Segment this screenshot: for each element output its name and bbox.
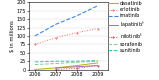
- Y-axis label: $ in millions: $ in millions: [10, 20, 15, 52]
- Legend: dasatinib, erlotinib, imatinib, lapatinib$^\mathsf{\dag}$, nilotinib$^\mathsf{\d: dasatinib, erlotinib, imatinib, lapatini…: [108, 1, 145, 53]
